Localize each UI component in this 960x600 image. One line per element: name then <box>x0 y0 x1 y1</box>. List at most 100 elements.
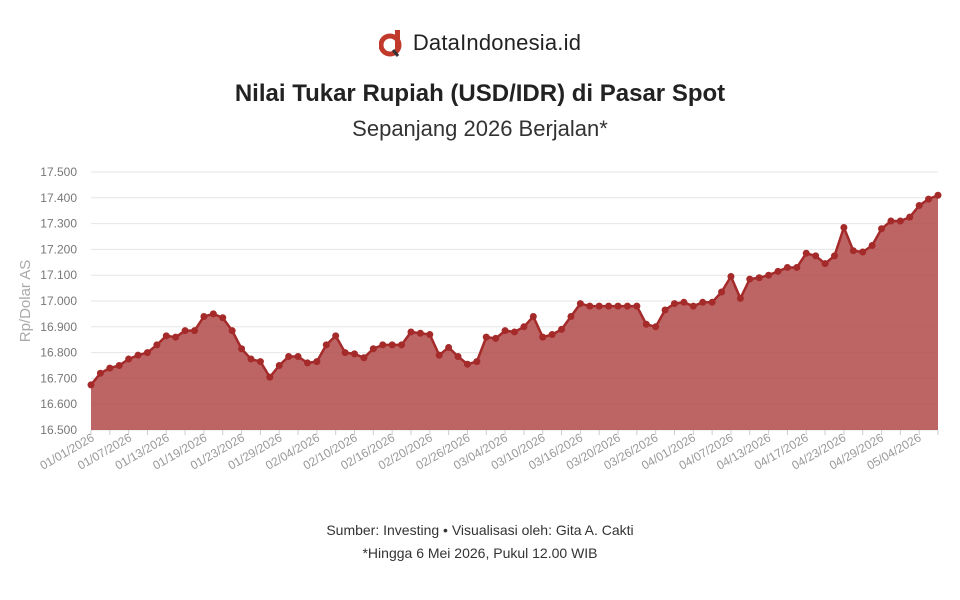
data-point <box>398 341 406 349</box>
data-point <box>670 300 678 308</box>
data-point <box>614 302 622 310</box>
brand-name: DataIndonesia.id <box>412 30 582 55</box>
data-point <box>313 358 321 366</box>
data-point <box>492 334 500 342</box>
data-point <box>774 267 782 275</box>
data-point <box>153 341 161 349</box>
data-point <box>699 298 707 306</box>
footnote: *Hingga 6 Mei 2026, Pukul 12.00 WIB <box>362 545 598 561</box>
data-point <box>652 323 660 331</box>
data-point <box>661 306 669 314</box>
data-point <box>708 298 716 306</box>
data-point <box>143 349 151 357</box>
data-point <box>529 312 537 320</box>
data-point <box>332 332 340 340</box>
data-point <box>473 358 481 366</box>
data-point <box>576 300 584 308</box>
data-point <box>511 328 518 336</box>
data-point <box>821 260 829 268</box>
y-tick-label: 16.900 <box>40 320 77 334</box>
data-point <box>426 331 434 339</box>
y-tick-label: 16.500 <box>40 423 77 437</box>
data-point <box>548 331 556 339</box>
y-tick-label: 16.800 <box>40 346 77 360</box>
data-point <box>934 191 942 199</box>
data-point <box>896 217 904 225</box>
y-tick-label: 17.000 <box>40 294 77 308</box>
data-point <box>925 195 933 203</box>
data-point <box>623 302 631 310</box>
data-point <box>586 302 594 310</box>
data-point <box>558 325 566 333</box>
data-point <box>840 223 848 231</box>
data-point <box>285 352 293 360</box>
y-tick-label: 17.300 <box>40 217 77 231</box>
data-point <box>727 272 735 280</box>
data-point <box>209 310 217 318</box>
area-fill <box>91 195 938 430</box>
data-point <box>256 358 264 366</box>
data-point <box>454 352 462 360</box>
y-tick-label: 16.700 <box>40 371 77 385</box>
data-point <box>407 328 415 336</box>
data-point <box>200 312 208 320</box>
data-point <box>718 288 726 296</box>
data-point <box>219 314 227 322</box>
data-point <box>303 359 311 367</box>
data-point <box>539 333 547 341</box>
data-point <box>830 252 838 260</box>
data-point <box>680 298 688 306</box>
data-point <box>294 352 302 360</box>
data-point <box>341 349 349 357</box>
data-point <box>887 217 895 225</box>
chart-subtitle: Sepanjang 2026 Berjalan* <box>352 116 608 141</box>
data-point <box>125 355 133 363</box>
data-point <box>463 360 471 368</box>
data-point <box>689 302 697 310</box>
data-point <box>87 381 95 389</box>
data-point <box>228 327 236 335</box>
data-point <box>567 312 575 320</box>
data-point <box>275 362 283 369</box>
data-point <box>360 354 368 362</box>
data-point <box>783 263 791 271</box>
data-point <box>736 294 744 302</box>
data-point <box>247 355 255 363</box>
data-point <box>96 369 104 377</box>
data-point <box>379 341 387 349</box>
data-point <box>765 271 773 279</box>
data-point <box>906 213 914 221</box>
data-point <box>106 364 114 372</box>
data-point <box>445 343 453 351</box>
data-point <box>501 327 509 335</box>
data-point <box>322 341 330 349</box>
data-point <box>915 202 923 210</box>
data-point <box>369 345 377 353</box>
brand: DataIndonesia.id <box>0 28 960 58</box>
data-point <box>172 333 180 341</box>
data-point <box>115 362 123 369</box>
data-point <box>520 323 528 331</box>
data-point <box>416 329 424 337</box>
data-point <box>812 252 820 260</box>
y-axis-label: Rp/Dolar AS <box>17 260 34 343</box>
y-tick-label: 17.500 <box>40 165 77 179</box>
data-point <box>595 302 603 310</box>
data-point <box>351 350 359 358</box>
data-point <box>482 333 490 341</box>
data-point <box>868 242 876 250</box>
data-point <box>746 275 754 283</box>
data-point <box>878 225 886 233</box>
data-point <box>388 341 396 349</box>
y-tick-label: 17.400 <box>40 191 77 205</box>
data-point <box>793 263 801 271</box>
data-point <box>755 274 763 282</box>
chart-title: Nilai Tukar Rupiah (USD/IDR) di Pasar Sp… <box>234 80 726 107</box>
data-point <box>181 327 189 335</box>
data-point <box>849 247 857 255</box>
y-tick-label: 17.200 <box>40 242 77 256</box>
data-point <box>266 373 274 381</box>
data-point <box>238 345 246 353</box>
y-tick-label: 16.600 <box>40 397 77 411</box>
